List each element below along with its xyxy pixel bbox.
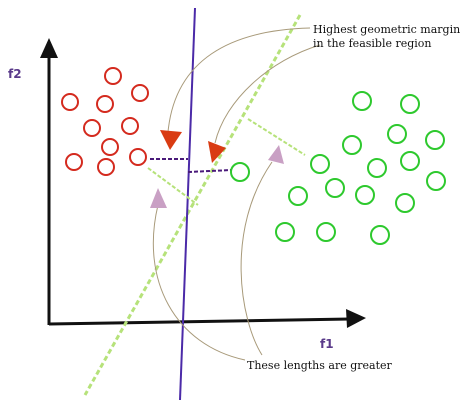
- green-circle-icon: [288, 186, 308, 206]
- green-circle-icon: [355, 185, 375, 205]
- green-circle-icon: [275, 222, 295, 242]
- green-circle-icon: [425, 130, 445, 150]
- annotation-lengths-greater: These lengths are greater: [247, 359, 393, 372]
- annotation-highest-margin-line1: Highest geometric margin: [313, 23, 460, 36]
- green-circle-icon: [400, 151, 420, 171]
- red-class-points: [61, 67, 149, 176]
- purple-margin-dash-2: [187, 169, 233, 173]
- red-circle-icon: [121, 117, 139, 135]
- red-circle-icon: [101, 138, 119, 156]
- green-circle-icon: [400, 94, 420, 114]
- annotation-highest-margin-line2: in the feasible region: [313, 37, 432, 50]
- green-boundary-line: [83, 14, 302, 396]
- green-circle-icon: [352, 91, 372, 111]
- green-margin-dash-1: [147, 167, 199, 206]
- green-circle-icon: [370, 225, 390, 245]
- green-circle-icon: [230, 162, 250, 182]
- red-circle-icon: [83, 119, 101, 137]
- green-circle-icon: [395, 193, 415, 213]
- red-circle-icon: [97, 158, 115, 176]
- y-axis-arrowhead-icon: [40, 38, 58, 58]
- x-axis: [48, 317, 351, 326]
- top-annotation-curve-2: [214, 44, 321, 144]
- green-margin-dash-2: [247, 118, 306, 156]
- x-axis-label: f1: [320, 337, 334, 351]
- red-circle-icon: [96, 95, 114, 113]
- red-circle-icon: [65, 153, 83, 171]
- green-circle-icon: [316, 222, 336, 242]
- pink-arrowhead-icon: [150, 188, 167, 208]
- red-circle-icon: [61, 93, 79, 111]
- green-circle-icon: [426, 171, 446, 191]
- red-arrowhead-icon: [208, 141, 226, 163]
- green-circle-icon: [310, 154, 330, 174]
- red-arrowhead-icon: [160, 130, 182, 150]
- green-circle-icon: [325, 178, 345, 198]
- y-axis-label: f2: [8, 67, 22, 81]
- bottom-annotation-curve-1: [152, 204, 246, 361]
- green-class-points: [230, 91, 446, 245]
- bottom-annotation-curve-2: [240, 161, 273, 356]
- x-axis-arrowhead-icon: [346, 309, 366, 328]
- green-circle-icon: [387, 124, 407, 144]
- red-circle-icon: [131, 84, 149, 102]
- pink-arrowhead-icon: [268, 145, 284, 164]
- top-annotation-curve-1: [167, 27, 311, 133]
- green-circle-icon: [367, 158, 387, 178]
- red-circle-icon: [129, 148, 147, 166]
- red-circle-icon: [104, 67, 122, 85]
- green-circle-icon: [342, 135, 362, 155]
- purple-boundary-line: [179, 7, 196, 400]
